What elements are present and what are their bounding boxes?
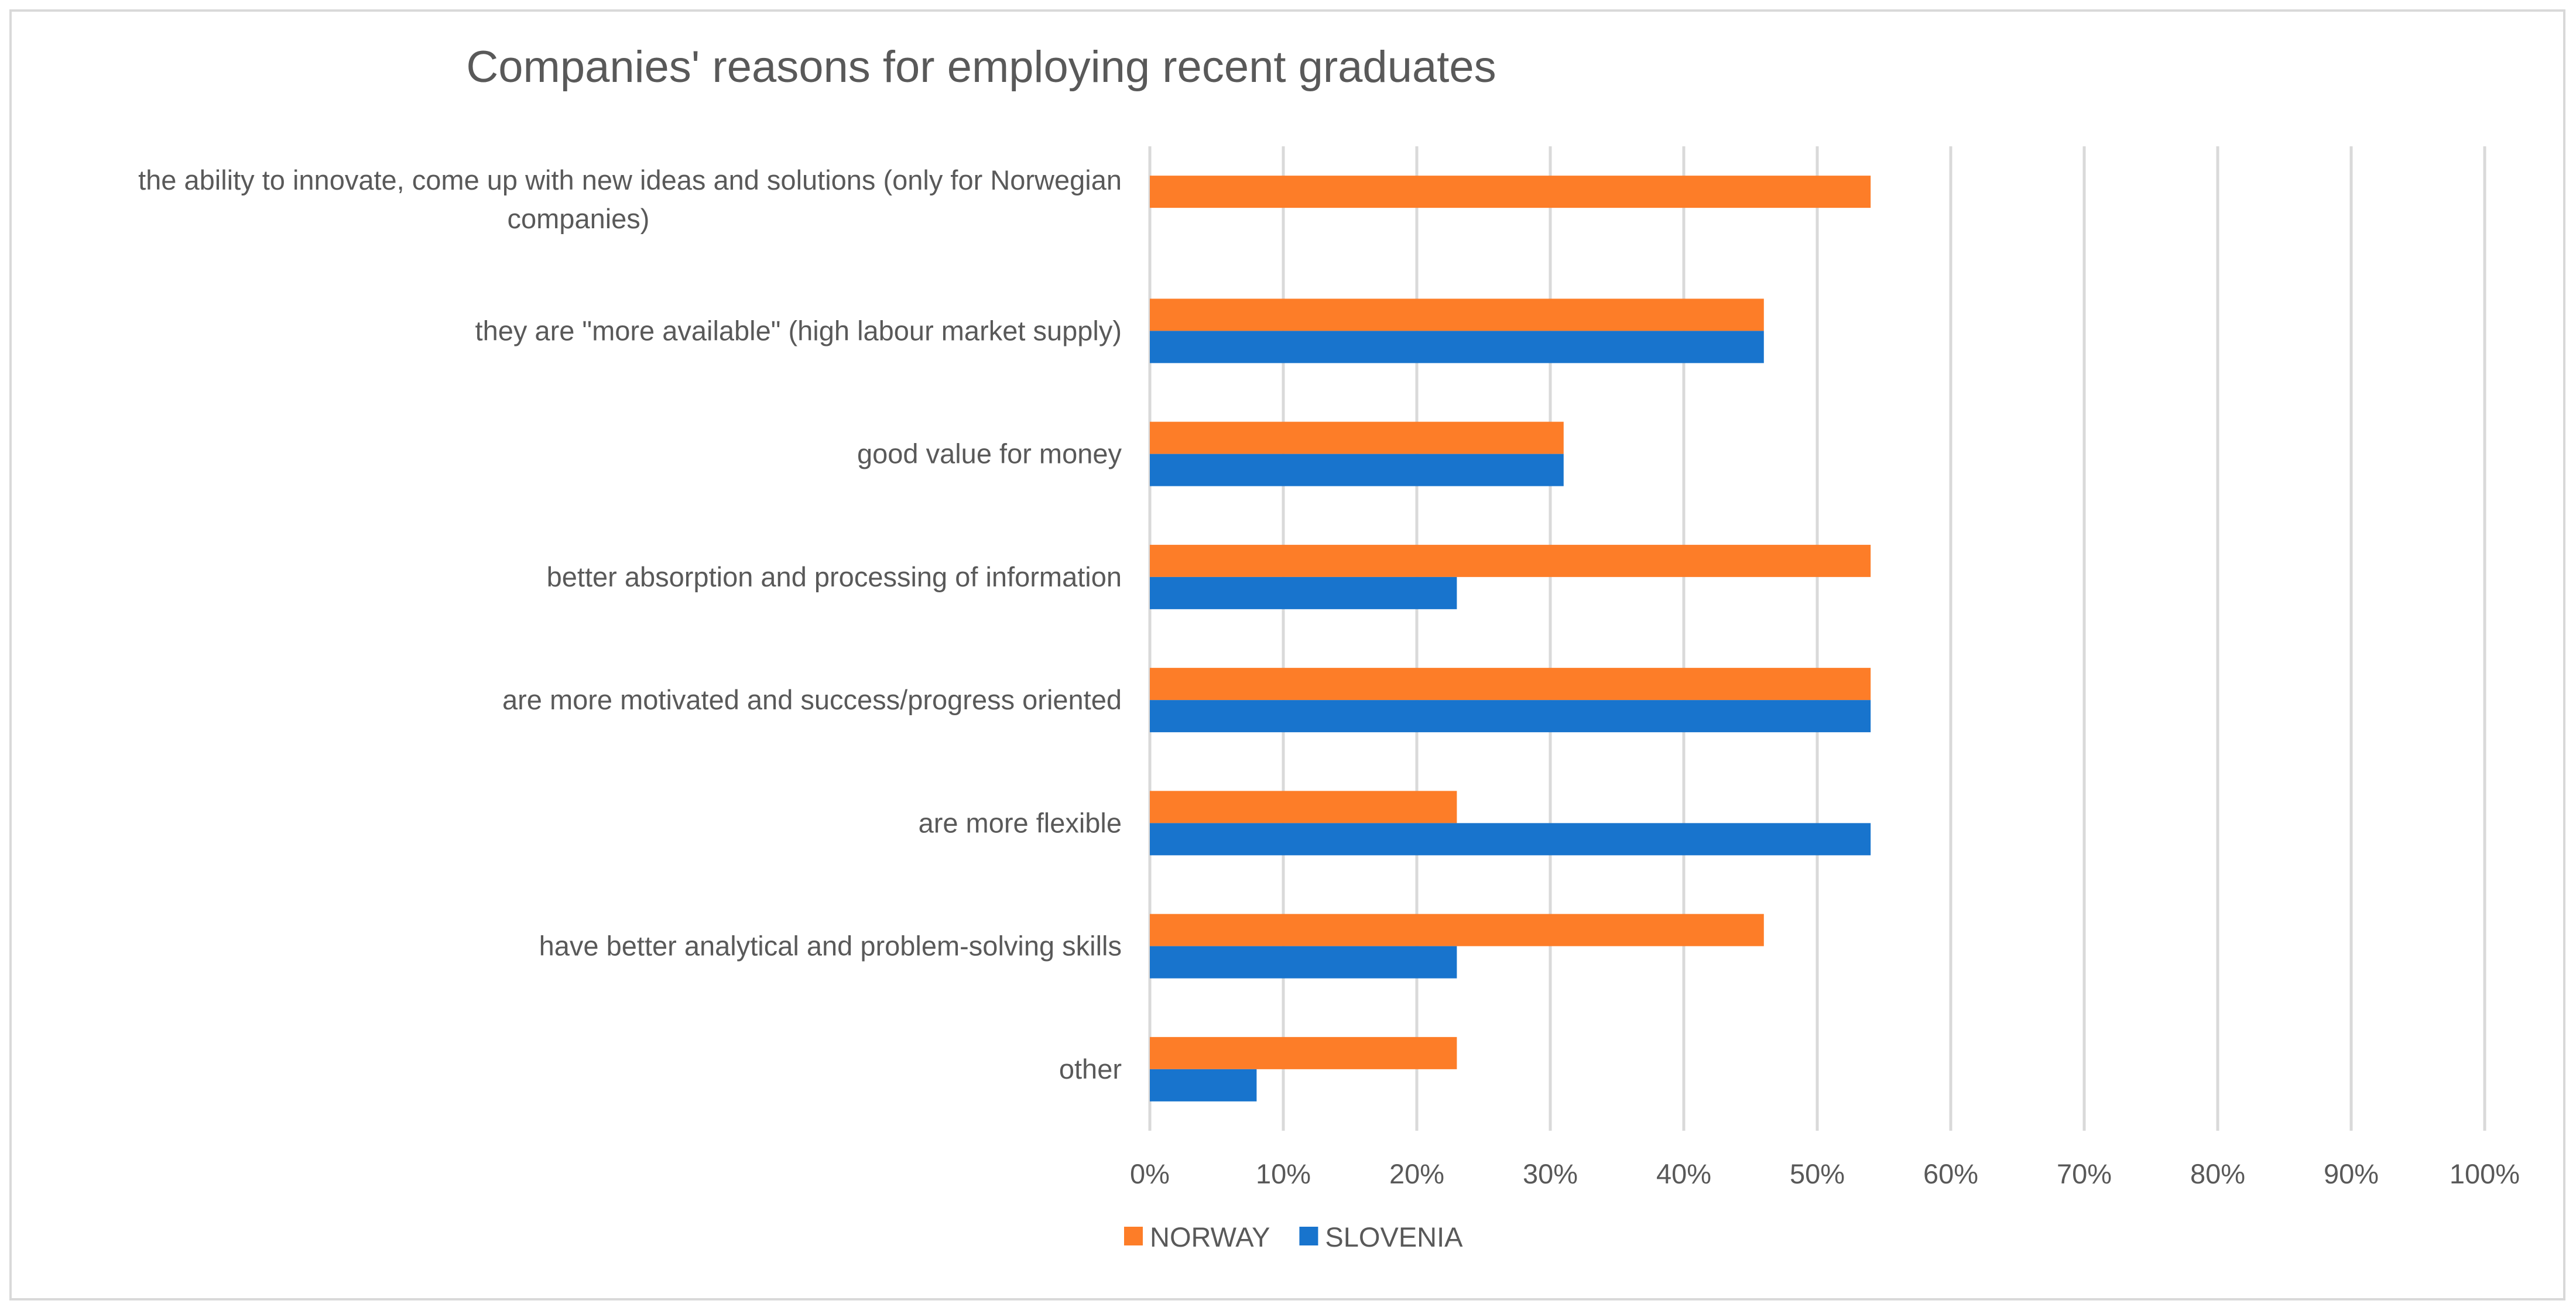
- bar-slovenia: [1150, 454, 1564, 486]
- category-label: are more motivated and success/progress …: [502, 684, 1122, 715]
- bar-slovenia: [1150, 576, 1457, 609]
- x-tick-label: 50%: [1790, 1158, 1845, 1189]
- x-tick-label: 10%: [1256, 1158, 1311, 1189]
- bar-norway: [1150, 421, 1564, 454]
- category-label: they are "more available" (high labour m…: [475, 315, 1122, 346]
- legend-label-slovenia: SLOVENIA: [1325, 1221, 1463, 1252]
- category-label: better absorption and processing of info…: [547, 561, 1122, 592]
- category-label: have better analytical and problem-solvi…: [539, 931, 1122, 962]
- x-tick-label: 20%: [1389, 1158, 1444, 1189]
- bar-slovenia: [1150, 946, 1457, 979]
- bar-slovenia: [1150, 700, 1871, 733]
- legend-label-norway: NORWAY: [1150, 1221, 1270, 1252]
- x-tick-label: 70%: [2057, 1158, 2112, 1189]
- bar-slovenia: [1150, 1069, 1257, 1101]
- bars: [1150, 176, 1871, 1101]
- bar-norway: [1150, 176, 1871, 208]
- bar-norway: [1150, 544, 1871, 577]
- chart-title: Companies' reasons for employing recent …: [466, 42, 1496, 92]
- gridlines: [1148, 146, 2486, 1131]
- bar-chart: Companies' reasons for employing recent …: [138, 42, 2520, 1252]
- bar-slovenia: [1150, 823, 1871, 856]
- x-tick-label: 40%: [1656, 1158, 1711, 1189]
- bar-norway: [1150, 1037, 1457, 1069]
- bar-norway: [1150, 668, 1871, 701]
- x-tick-label: 60%: [1923, 1158, 1978, 1189]
- legend-swatch-norway: [1124, 1227, 1143, 1245]
- x-tick-label: 0%: [1130, 1158, 1170, 1189]
- legend: NORWAY SLOVENIA: [1124, 1221, 1463, 1252]
- category-label: are more flexible: [919, 807, 1122, 838]
- category-label: the ability to innovate, come up with ne…: [138, 164, 1122, 234]
- category-label: good value for money: [857, 438, 1122, 469]
- category-labels: the ability to innovate, come up with ne…: [138, 164, 1122, 1085]
- chart-frame: Companies' reasons for employing recent …: [9, 9, 2565, 1300]
- x-tick-label: 80%: [2190, 1158, 2245, 1189]
- category-label: other: [1059, 1053, 1122, 1085]
- x-axis-ticks: 0% 10% 20% 30% 40% 50% 60% 70% 80% 90% 100%: [1130, 1158, 2520, 1189]
- legend-swatch-slovenia: [1299, 1227, 1318, 1245]
- bar-norway: [1150, 791, 1457, 823]
- bar-slovenia: [1150, 331, 1764, 363]
- bar-norway: [1150, 298, 1764, 331]
- x-tick-label: 30%: [1523, 1158, 1578, 1189]
- x-tick-label: 90%: [2324, 1158, 2379, 1189]
- x-tick-label: 100%: [2450, 1158, 2520, 1189]
- bar-norway: [1150, 914, 1764, 946]
